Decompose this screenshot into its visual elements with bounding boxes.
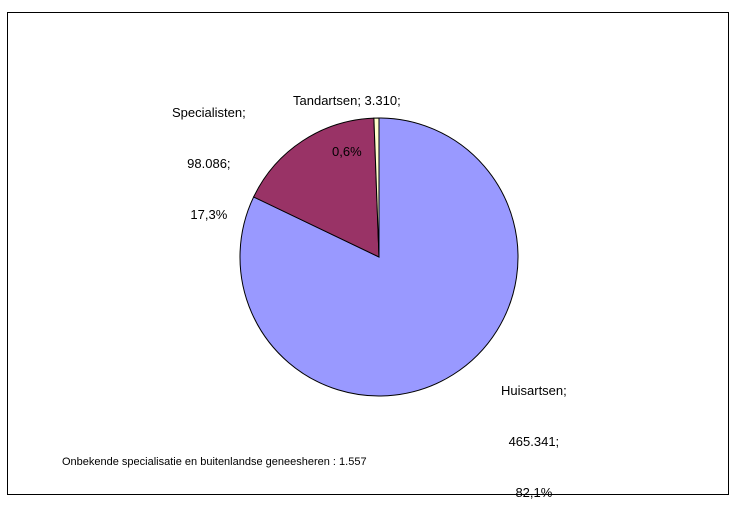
label-specialisten-line2: 98.086;	[187, 156, 231, 171]
slice-specialisten	[252, 117, 380, 258]
label-tandartsen-line2: 0,6%	[332, 144, 362, 159]
label-huisartsen-line1: Huisartsen;	[501, 383, 567, 398]
label-specialisten: Specialisten; 98.086; 17,3%	[172, 70, 246, 240]
label-specialisten-line1: Specialisten;	[172, 105, 246, 120]
footnote: Onbekende specialisatie en buitenlandse …	[62, 456, 367, 468]
label-specialisten-line3: 17,3%	[190, 207, 228, 222]
label-huisartsen-line2: 465.341;	[508, 434, 560, 449]
slice-tandartsen	[373, 117, 380, 258]
label-huisartsen: Huisartsen; 465.341; 82,1%	[501, 348, 567, 518]
label-tandartsen: Tandartsen; 3.310; 0,6%	[293, 58, 401, 177]
pie-chart	[239, 117, 519, 397]
label-tandartsen-line1: Tandartsen; 3.310;	[293, 93, 401, 108]
label-huisartsen-line3: 82,1%	[515, 485, 553, 500]
